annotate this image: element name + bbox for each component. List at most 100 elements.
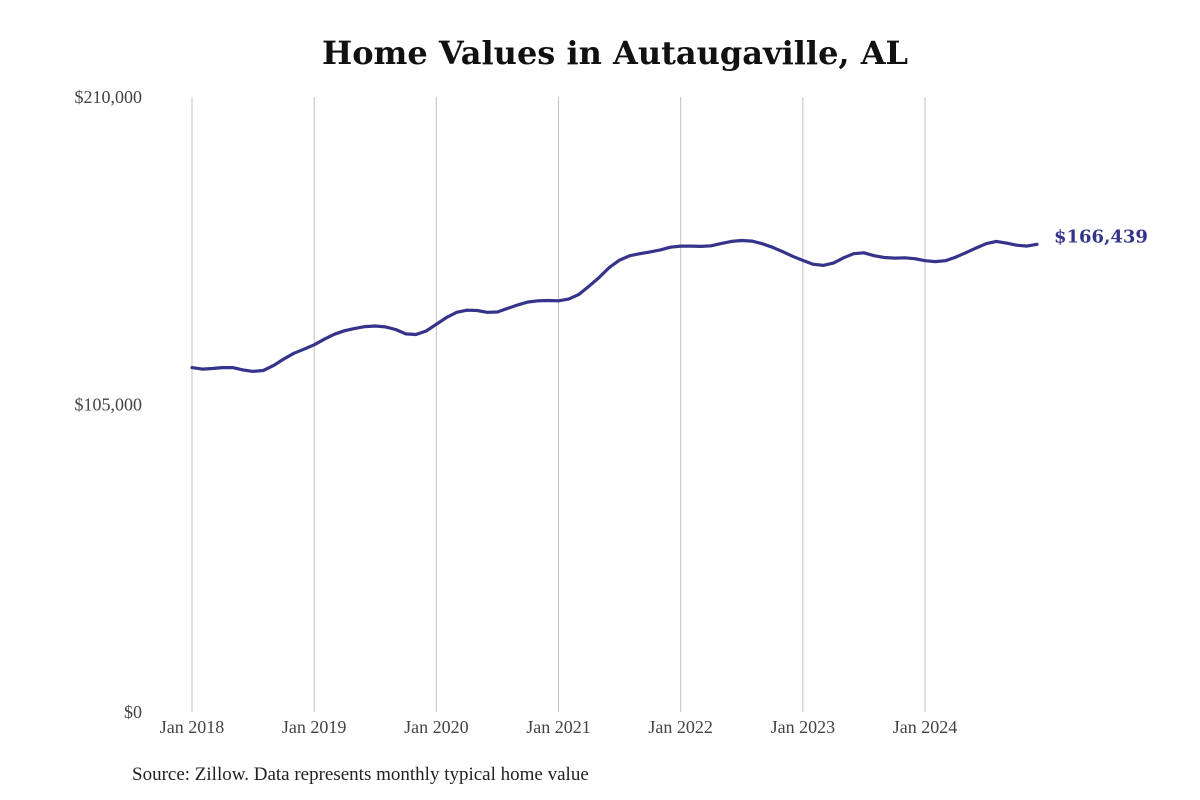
data-point — [302, 347, 306, 351]
data-point — [322, 337, 326, 341]
data-point — [903, 256, 907, 260]
data-point — [251, 370, 255, 373]
chart-title: Home Values in Autaugaville, AL — [321, 34, 909, 72]
data-point — [536, 299, 540, 303]
data-point — [893, 256, 896, 260]
data-point — [974, 246, 978, 250]
data-point — [200, 367, 204, 371]
data-point — [587, 284, 591, 288]
data-point — [312, 343, 316, 347]
data-point — [933, 260, 937, 263]
data-point — [404, 332, 408, 336]
data-point — [475, 309, 479, 312]
source-note: Source: Zillow. Data represents monthly … — [132, 764, 589, 785]
annotations: $166,439 — [1054, 226, 1148, 247]
data-point — [272, 364, 275, 367]
data-point — [831, 261, 835, 265]
data-point — [699, 244, 703, 248]
series-line-0 — [190, 238, 1039, 373]
data-point — [608, 266, 611, 269]
data-point — [760, 242, 764, 246]
data-point — [913, 257, 917, 261]
data-point — [638, 252, 642, 256]
data-point — [261, 369, 265, 372]
data-point — [740, 239, 744, 242]
data-point — [282, 357, 286, 361]
data-point — [210, 367, 214, 370]
data-point — [943, 259, 947, 263]
data-point — [526, 300, 530, 304]
data-point — [445, 316, 448, 319]
data-point — [363, 325, 367, 328]
data-point — [872, 254, 876, 258]
data-point — [567, 297, 571, 301]
data-point — [231, 366, 235, 369]
data-point — [964, 251, 968, 255]
data-point — [648, 250, 652, 254]
data-point — [679, 244, 683, 248]
data-point — [628, 254, 632, 258]
data-point — [241, 368, 245, 372]
data-point — [506, 307, 509, 310]
data-point — [577, 292, 581, 296]
data-point — [434, 322, 438, 326]
data-point — [373, 324, 377, 328]
data-point — [343, 329, 347, 333]
x-tick-label-3: Jan 2021 — [526, 717, 591, 737]
data-point — [770, 245, 774, 249]
x-tick-label-0: Jan 2018 — [160, 717, 225, 737]
data-point — [485, 310, 489, 314]
data-point — [689, 244, 693, 248]
data-point — [394, 328, 398, 331]
y-tick-label-0: $0 — [124, 702, 142, 722]
data-point — [994, 239, 998, 243]
data-point — [1015, 243, 1019, 247]
data-point — [821, 263, 825, 267]
data-point — [852, 252, 856, 256]
y-axis-ticks: $0 $105,000 $210,000 — [75, 87, 143, 722]
data-point — [730, 239, 733, 243]
data-point — [353, 326, 357, 330]
x-tick-label-5: Jan 2023 — [771, 717, 836, 737]
y-tick-label-2: $210,000 — [75, 87, 143, 107]
data-point — [709, 244, 713, 248]
x-tick-label-6: Jan 2024 — [893, 717, 958, 737]
data-point — [984, 242, 988, 246]
data-point — [516, 303, 520, 307]
data-point — [333, 332, 336, 336]
y-tick-label-1: $105,000 — [75, 395, 143, 415]
data-point — [791, 254, 795, 258]
x-tick-label-1: Jan 2019 — [282, 717, 347, 737]
data-point — [882, 256, 886, 259]
data-point — [811, 262, 815, 266]
data-point — [954, 255, 957, 259]
data-point — [1025, 244, 1029, 248]
data-point — [842, 256, 845, 260]
data-point — [781, 250, 784, 254]
data-point — [455, 310, 459, 314]
data-point — [1005, 241, 1008, 245]
data-point — [384, 325, 387, 329]
data-point — [496, 310, 499, 314]
data-point — [1035, 242, 1039, 246]
data-point — [465, 308, 469, 312]
data-point — [597, 276, 601, 279]
data-point — [557, 299, 560, 303]
data-point — [923, 259, 927, 263]
data-point — [719, 242, 723, 245]
x-tick-label-4: Jan 2022 — [648, 717, 713, 737]
data-point — [801, 259, 805, 262]
end-value-label: $166,439 — [1054, 226, 1148, 247]
gridlines — [191, 97, 926, 712]
data-point — [750, 239, 754, 243]
data-point — [546, 299, 550, 302]
data-point — [669, 245, 672, 249]
data-point — [190, 366, 194, 369]
data-point — [658, 248, 662, 252]
x-tick-label-2: Jan 2020 — [404, 717, 469, 737]
data-point — [862, 251, 866, 255]
data-point — [292, 351, 296, 355]
data-point — [424, 329, 428, 333]
x-axis-ticks: Jan 2018 Jan 2019 Jan 2020 Jan 2021 Jan 2022… — [160, 717, 958, 737]
